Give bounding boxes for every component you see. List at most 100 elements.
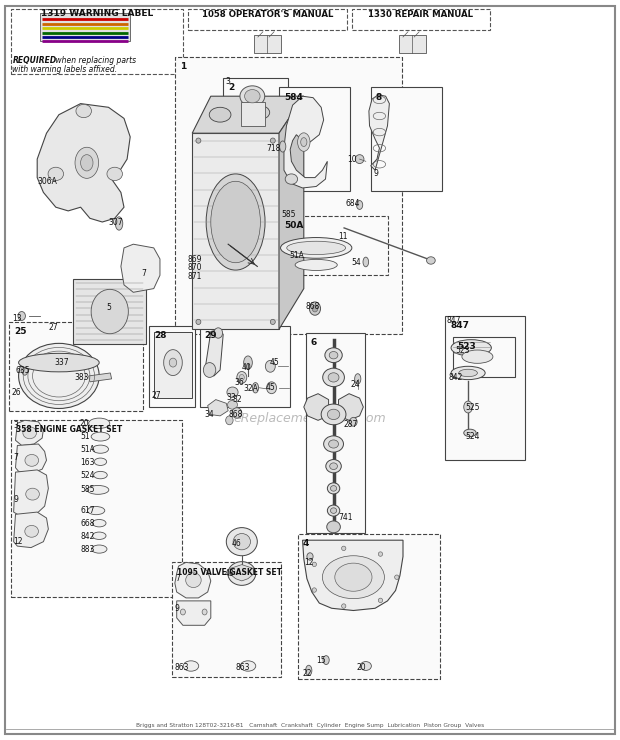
Ellipse shape [321,404,346,425]
Text: 1319 WARNING LABEL: 1319 WARNING LABEL [41,9,154,18]
Ellipse shape [210,107,231,122]
Polygon shape [369,95,389,170]
Text: 863: 863 [175,663,189,672]
Ellipse shape [23,427,37,439]
Polygon shape [73,279,146,344]
Text: 24: 24 [351,380,361,389]
Polygon shape [14,470,48,515]
Text: 523: 523 [456,346,470,354]
Ellipse shape [270,138,275,144]
Text: 741: 741 [338,514,352,522]
Ellipse shape [18,312,25,320]
Polygon shape [339,394,363,420]
Ellipse shape [237,371,247,383]
Bar [40,13,130,41]
Text: 869: 869 [187,255,202,263]
Ellipse shape [350,417,357,426]
Text: 27: 27 [48,323,58,332]
Ellipse shape [265,360,275,372]
Bar [9,322,143,411]
Text: eReplacementParts.com: eReplacementParts.com [234,411,386,425]
Text: 1330 REPAIR MANUAL: 1330 REPAIR MANUAL [368,10,473,19]
Polygon shape [304,394,329,420]
Polygon shape [192,96,304,133]
Bar [11,9,183,74]
Text: 32: 32 [232,395,242,404]
Ellipse shape [451,340,491,356]
Text: 15: 15 [316,656,326,665]
Text: 163: 163 [81,458,95,467]
Ellipse shape [378,598,383,602]
Text: 10: 10 [347,155,357,164]
Text: 668: 668 [81,519,95,528]
Text: 524: 524 [465,432,479,441]
Text: 20: 20 [356,663,366,672]
Ellipse shape [462,350,493,363]
Ellipse shape [25,525,38,537]
Ellipse shape [22,365,28,375]
Bar [11,420,182,597]
Text: 6: 6 [311,338,317,347]
Text: 29: 29 [205,331,217,340]
Ellipse shape [427,257,435,264]
Ellipse shape [76,104,92,118]
Bar [399,35,426,53]
Text: 25: 25 [14,327,27,336]
Ellipse shape [89,418,110,428]
Ellipse shape [312,306,317,312]
Ellipse shape [233,534,250,550]
Text: 584: 584 [284,92,303,101]
Ellipse shape [324,436,343,452]
Ellipse shape [312,588,316,592]
Ellipse shape [298,133,310,152]
Ellipse shape [91,289,128,334]
Text: 20: 20 [79,419,89,428]
Text: 8: 8 [376,92,382,101]
Text: 32A: 32A [244,384,259,393]
Ellipse shape [211,181,260,263]
Text: 842: 842 [81,532,95,541]
Ellipse shape [322,369,345,387]
Text: 12: 12 [304,558,313,567]
Text: with warning labels affixed.: with warning labels affixed. [12,65,118,74]
Text: 28: 28 [154,331,166,340]
Text: 9: 9 [175,604,180,613]
Text: 1058 OPERATOR'S MANUAL: 1058 OPERATOR'S MANUAL [202,10,333,19]
Polygon shape [16,420,43,445]
Text: 307: 307 [108,218,123,226]
Ellipse shape [196,138,201,144]
Polygon shape [16,444,46,474]
Bar [279,87,350,191]
Bar [154,332,192,398]
Ellipse shape [25,454,38,466]
Ellipse shape [329,352,338,359]
Ellipse shape [19,354,99,372]
Polygon shape [192,133,279,329]
Ellipse shape [355,374,361,384]
Ellipse shape [325,348,342,363]
Ellipse shape [107,167,123,181]
Polygon shape [121,244,160,292]
Text: 11: 11 [339,232,348,241]
Ellipse shape [342,604,346,608]
Bar [200,326,290,407]
Text: 12: 12 [14,537,23,546]
Ellipse shape [92,445,108,453]
Text: 36: 36 [234,378,244,387]
Text: 7: 7 [175,574,180,583]
Bar [306,333,365,533]
Text: 871: 871 [187,272,202,281]
Ellipse shape [459,369,477,377]
Ellipse shape [285,174,298,184]
Ellipse shape [169,358,177,367]
Bar [241,102,265,126]
Polygon shape [205,329,223,376]
Polygon shape [279,96,304,329]
Text: 868: 868 [305,302,319,311]
Text: 863: 863 [236,663,250,672]
Polygon shape [284,96,327,188]
Ellipse shape [227,387,238,397]
Ellipse shape [327,505,340,517]
Ellipse shape [327,483,340,494]
Text: 3: 3 [14,421,19,430]
